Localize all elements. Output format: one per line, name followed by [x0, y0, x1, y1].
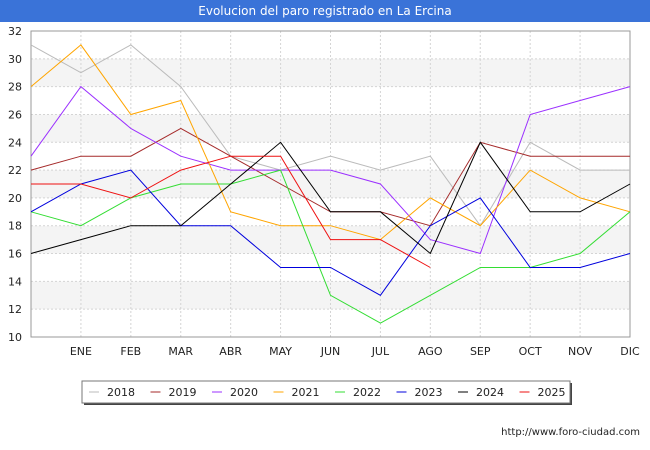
y-tick-label: 18 — [8, 220, 22, 233]
legend-label-2024: 2024 — [476, 386, 504, 399]
series-line-2018 — [30, 44, 630, 227]
x-tick-label: DIC — [620, 345, 640, 358]
legend: 2018 2019 2020 2021 2022 2023 2024 2025 — [81, 380, 572, 405]
y-tick-label: 10 — [8, 331, 22, 344]
x-tick-label: MAR — [168, 345, 193, 358]
x-tick-label: OCT — [519, 345, 542, 358]
y-tick-label: 24 — [8, 136, 22, 149]
y-tick-label: 22 — [8, 164, 22, 177]
y-axis-ticks: 10 12 14 16 18 20 22 24 26 28 30 32 — [8, 25, 22, 344]
x-tick-label: FEB — [120, 345, 141, 358]
series-lines — [30, 44, 631, 324]
y-tick-label: 12 — [8, 303, 22, 316]
series-line-2020 — [30, 85, 631, 255]
legend-label-2018: 2018 — [107, 386, 135, 399]
footer-url[interactable]: http://www.foro-ciudad.com — [501, 427, 640, 438]
x-tick-label: JUL — [371, 345, 390, 358]
y-tick-label: 14 — [8, 275, 22, 288]
legend-label-2021: 2021 — [292, 386, 320, 399]
y-tick-label: 26 — [8, 108, 22, 121]
series-line-2023 — [30, 169, 631, 296]
x-tick-label: SEP — [470, 345, 491, 358]
y-tick-label: 16 — [8, 248, 22, 261]
series-line-2024 — [30, 141, 631, 255]
series-line-2021 — [30, 44, 631, 241]
x-tick-label: MAY — [269, 345, 292, 358]
legend-label-2022: 2022 — [353, 386, 381, 399]
x-tick-label: JUN — [320, 345, 341, 358]
legend-label-2019: 2019 — [169, 386, 197, 399]
legend-label-2025: 2025 — [538, 386, 566, 399]
y-tick-label: 32 — [8, 25, 22, 38]
legend-box — [81, 380, 571, 404]
y-tick-label: 20 — [8, 192, 22, 205]
series-line-2025 — [31, 155, 431, 268]
x-axis-ticks: ENE FEB MAR ABR MAY JUN JUL AGO SEP OCT NOV DIC — [70, 345, 640, 358]
x-tick-label: ENE — [70, 345, 92, 358]
y-tick-label: 30 — [8, 53, 22, 66]
y-tick-label: 28 — [8, 81, 22, 94]
x-tick-label: NOV — [568, 345, 593, 358]
x-tick-label: ABR — [219, 345, 242, 358]
legend-label-2023: 2023 — [415, 386, 443, 399]
x-tick-label: AGO — [418, 345, 443, 358]
chart-title: Evolucion del paro registrado en La Erci… — [0, 0, 650, 22]
legend-label-2020: 2020 — [230, 386, 258, 399]
